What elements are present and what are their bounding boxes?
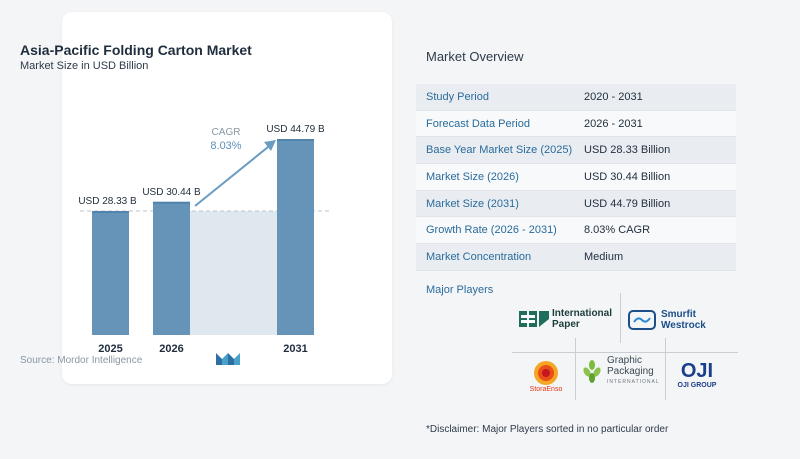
overview-row-label: Market Size (2031) [426,197,519,210]
overview-row-label: Market Concentration [426,250,532,263]
overview-row: Study Period 2020 - 2031 [416,84,736,111]
bar-cap [153,201,190,204]
chart-title: Asia-Pacific Folding Carton Market [20,42,252,58]
international-paper-line2: Paper [552,319,580,330]
overview-row-label: Forecast Data Period [426,117,530,130]
overview-row-value: USD 28.33 Billion [584,144,671,157]
stora-enso-icon [534,361,558,385]
oji-group-name: OJI GROUP [677,382,717,389]
logo-divider [575,338,576,400]
mordor-logo-icon [216,353,240,365]
international-paper-icon [519,311,549,327]
oji-group-logo: OJI OJI GROUP [672,360,722,389]
overview-row-value: 2020 - 2031 [584,90,643,103]
overview-row-label: Market Size (2026) [426,170,519,183]
graphic-packaging-line1: Graphic [607,355,643,366]
bar-chart: USD 28.33 B 2025 USD 30.44 B 2026 USD 44.79 … [78,124,330,355]
cagr-value: 8.03% [210,140,241,152]
disclaimer-text: *Disclaimer: Major Players sorted in no … [426,424,669,435]
overview-row-value: USD 44.79 Billion [584,197,671,210]
data-label: USD 30.44 B [142,187,201,198]
logo-divider [665,338,666,400]
bar-cap [92,211,129,214]
stora-enso-logo: StoraEnso [524,360,568,393]
overview-row: Market Size (2026) USD 30.44 Billion [416,164,736,191]
international-paper-line1: International [552,308,613,319]
graphic-packaging-line3: INTERNATIONAL [607,379,660,385]
cagr-label: CAGR [212,127,241,138]
cagr-arrow-head [264,140,276,151]
x-tick-label: 2026 [159,343,183,355]
bar-2026 [153,201,190,335]
market-overview-table: Study Period 2020 - 2031 Forecast Data Per… [416,84,736,271]
market-overview-title: Market Overview [426,49,524,64]
bar-cap [277,139,314,141]
x-tick-label: 2031 [283,343,307,355]
smurfit-westrock-icon [628,310,656,330]
overview-row: Market Size (2031) USD 44.79 Billion [416,190,736,218]
overview-row-value: Medium [584,250,624,263]
overview-row-label: Base Year Market Size (2025) [426,144,573,157]
logo-divider [512,352,738,353]
cagr-arrow [194,142,274,207]
major-players-title: Major Players [426,284,494,296]
stora-enso-name: StoraEnso [529,386,563,393]
overview-row-label: Growth Rate (2026 - 2031) [426,224,557,237]
bar-2025 [92,211,129,335]
smurfit-westrock-line1: Smurfit [661,309,696,320]
oji-mark: OJI [680,360,714,382]
data-label: USD 28.33 B [78,196,137,207]
overview-row: Base Year Market Size (2025) USD 28.33 Bi… [416,137,736,165]
bar-2031 [277,139,314,335]
forecast-band [189,211,277,335]
overview-row: Growth Rate (2026 - 2031) 8.03% CAGR [416,217,736,245]
chart-subtitle: Market Size in USD Billion [20,60,149,72]
overview-row-value: 2026 - 2031 [584,117,643,130]
overview-row: Forecast Data Period 2026 - 2031 [416,110,736,138]
source-text: Source: Mordor Intelligence [20,355,143,366]
overview-row-label: Study Period [426,90,489,103]
smurfit-westrock-line2: Westrock [661,320,706,331]
logo-divider [620,293,621,343]
international-paper-logo: International Paper [519,308,612,330]
x-tick-label: 2025 [98,343,122,355]
overview-row-value: USD 30.44 Billion [584,170,671,183]
data-label: USD 44.79 B [266,124,325,135]
smurfit-westrock-logo: Smurfit Westrock [628,309,706,331]
graphic-packaging-logo: Graphic Packaging INTERNATIONAL [581,355,660,388]
graphic-packaging-icon [583,359,601,383]
graphic-packaging-line2: Packaging [607,366,654,377]
overview-row: Market Concentration Medium [416,244,736,271]
overview-row-value: 8.03% CAGR [584,224,651,237]
